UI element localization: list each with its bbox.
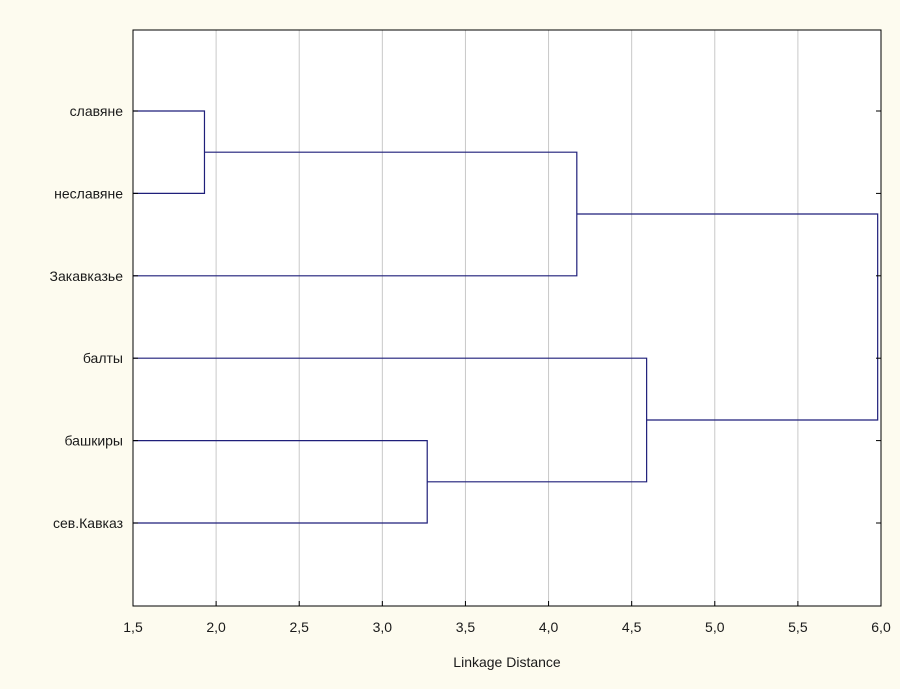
x-axis-title: Linkage Distance xyxy=(453,654,561,670)
leaf-label: сев.Кавказ xyxy=(53,515,123,531)
tick-marks xyxy=(132,110,882,606)
x-tick-label: 5,0 xyxy=(705,619,725,635)
x-tick-label: 1,5 xyxy=(123,619,143,635)
x-tick-label: 4,5 xyxy=(622,619,642,635)
leaf-label: Закавказье xyxy=(50,268,124,284)
dendrogram-link xyxy=(576,213,879,421)
leaf-label: неславяне xyxy=(54,185,123,201)
x-tick-labels: 1,5 2,0 2,5 3,0 3,5 4,0 4,5 5,0 5,5 6,0 xyxy=(123,619,891,635)
leaf-labels: славяне неславяне Закавказье балты башкиры се… xyxy=(50,103,124,531)
plot-frame xyxy=(132,29,882,607)
dendrogram-links xyxy=(133,110,879,524)
x-tick-label: 3,5 xyxy=(456,619,476,635)
x-tick-label: 3,0 xyxy=(373,619,393,635)
grid-lines xyxy=(215,30,799,606)
x-tick-label: 4,0 xyxy=(539,619,559,635)
dendrogram-link xyxy=(133,151,578,277)
plot-area xyxy=(133,30,881,606)
dendrogram-link xyxy=(133,440,428,524)
leaf-label: башкиры xyxy=(64,433,123,449)
x-tick-label: 5,5 xyxy=(788,619,808,635)
x-tick-label: 2,0 xyxy=(206,619,226,635)
x-tick-label: 6,0 xyxy=(871,619,891,635)
leaf-label: славяне xyxy=(70,103,124,119)
leaf-label: балты xyxy=(83,350,123,366)
x-tick-label: 2,5 xyxy=(289,619,309,635)
